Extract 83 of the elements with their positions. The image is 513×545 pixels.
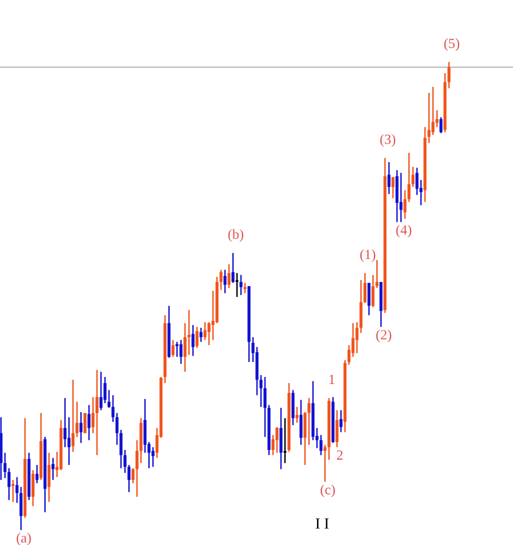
candlestick — [16, 476, 18, 504]
candlestick — [427, 92, 430, 144]
candlestick — [191, 324, 194, 357]
candlestick — [375, 259, 378, 289]
candlestick — [91, 396, 94, 434]
candlestick — [199, 327, 202, 343]
candlestick — [323, 444, 326, 482]
candlestick — [391, 176, 394, 199]
candlestick — [36, 464, 38, 484]
candlestick — [87, 404, 90, 441]
candlestick — [111, 394, 114, 423]
candlestick — [259, 374, 262, 408]
candlestick — [275, 426, 278, 454]
candlestick — [403, 190, 406, 220]
annotation: 1 — [330, 374, 334, 384]
annotation: (5) — [444, 38, 460, 51]
annotation: I I — [316, 518, 329, 529]
candlestick — [439, 116, 442, 134]
annotation: 2 — [336, 450, 342, 460]
candlestick — [435, 110, 438, 128]
annotation: (b) — [228, 229, 244, 242]
candlestick — [282, 417, 288, 464]
candlestick — [67, 416, 70, 466]
candlestick — [203, 322, 206, 341]
candlestick — [431, 86, 434, 136]
candlestick — [371, 274, 374, 308]
candlestick — [243, 282, 246, 294]
candlestick — [4, 452, 6, 479]
candlestick — [183, 322, 186, 373]
candlestick — [363, 272, 366, 304]
candlestick — [32, 469, 34, 507]
candlestick — [64, 397, 66, 448]
candlestick — [231, 252, 234, 284]
candlestick — [48, 452, 50, 503]
candlestick — [263, 376, 266, 438]
candlestick — [399, 172, 402, 223]
candlestick — [387, 161, 390, 195]
candlestick — [131, 468, 134, 484]
candlestick — [299, 399, 302, 446]
candlestick — [355, 322, 358, 354]
candlestick — [335, 409, 338, 448]
candlestick — [367, 282, 370, 316]
candlestick — [175, 341, 178, 358]
candlestick — [307, 397, 310, 446]
candlestick — [123, 449, 126, 474]
candlestick — [351, 322, 354, 358]
candlestick — [71, 379, 74, 453]
candlestick — [319, 434, 322, 456]
candlestick — [103, 376, 106, 404]
candlestick — [79, 411, 82, 444]
candlestick — [8, 468, 10, 501]
annotation: (3) — [380, 134, 396, 147]
candlestick — [239, 274, 242, 296]
candlestick — [411, 166, 414, 188]
candlestick — [227, 263, 230, 289]
candlestick — [295, 406, 298, 424]
candlestick — [135, 439, 138, 498]
annotation: (1) — [360, 249, 376, 262]
candlestick — [415, 167, 418, 196]
candlestick — [115, 412, 118, 446]
candlestick — [95, 369, 98, 456]
candlestick — [12, 479, 14, 503]
candlestick — [52, 457, 54, 481]
candlestick — [151, 446, 154, 468]
annotation: (c) — [320, 484, 335, 498]
candlestick — [339, 409, 342, 433]
candlestick — [75, 401, 78, 438]
candlestick — [195, 326, 198, 349]
candlestick — [119, 429, 122, 469]
annotation: (a) — [16, 532, 31, 545]
candlestick — [171, 339, 174, 358]
candlestick — [20, 486, 22, 531]
annotation: (4) — [396, 224, 412, 238]
candlestick — [219, 269, 222, 291]
candlestick — [447, 61, 450, 89]
annotation: (2) — [376, 330, 392, 342]
candlestick — [407, 152, 410, 203]
candlestick — [207, 322, 210, 346]
candlestick — [107, 389, 110, 409]
candlestick — [99, 371, 102, 411]
candlestick — [179, 339, 182, 365]
candlestick — [223, 269, 226, 294]
candlestick — [127, 464, 130, 493]
